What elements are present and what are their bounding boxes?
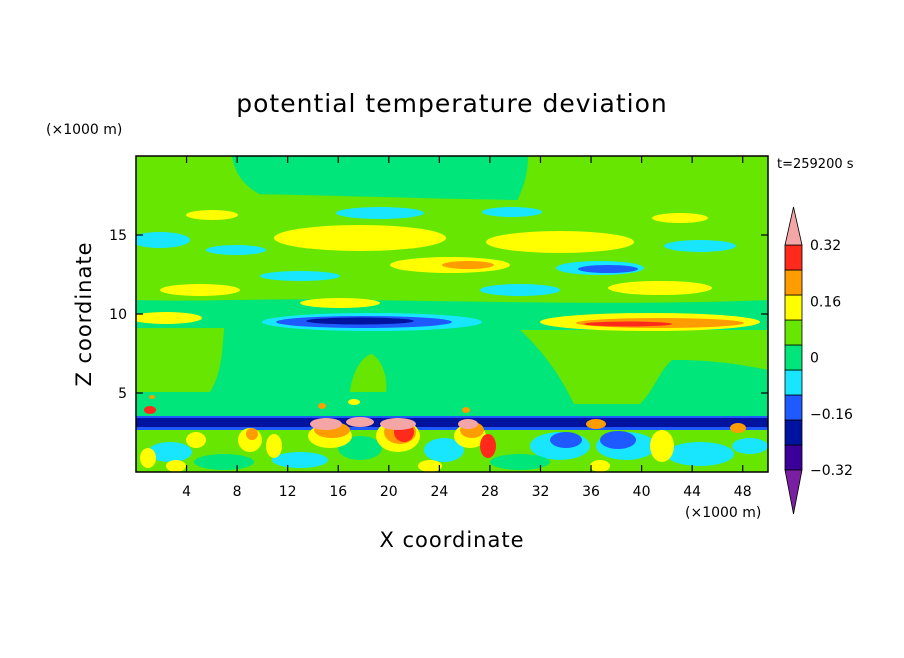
tropopause-warm-core xyxy=(584,321,672,327)
inversion-band-top xyxy=(136,416,768,418)
x-tick-label: 4 xyxy=(182,484,191,500)
warm-plume-3-core xyxy=(246,428,258,440)
colorbar-min-triangle xyxy=(784,469,803,515)
warm-plume-9 xyxy=(480,434,496,458)
colorbar-tick-label: −0.16 xyxy=(810,407,853,423)
y-tick-label: 5 xyxy=(118,386,127,402)
region-lower-right-positive xyxy=(520,330,768,404)
cold-pocket-6 xyxy=(666,442,734,466)
warm-plume-10 xyxy=(586,419,606,429)
cold-band-8 xyxy=(480,284,560,296)
x-tick-label: 48 xyxy=(734,484,752,500)
x-tick-label: 12 xyxy=(279,484,297,500)
cold-band-7 xyxy=(260,271,340,281)
y-axis-label: Z coordinate xyxy=(72,241,96,386)
colorbar-swatch xyxy=(784,319,803,346)
cold-pocket-2 xyxy=(272,452,328,468)
cold-band-6-core xyxy=(578,265,638,273)
tropopause-cold-core xyxy=(306,317,414,325)
y-tick-label: 15 xyxy=(109,228,127,244)
colorbar-tick-label: 0.16 xyxy=(810,294,841,310)
warm-band-1 xyxy=(186,210,238,220)
x-axis-label: X coordinate xyxy=(379,528,524,552)
colorbar-tick-label: 0.32 xyxy=(810,238,841,254)
warm-plume-2 xyxy=(186,432,206,448)
colorbar: 0.32 0.16 0 −0.16 −0.32 xyxy=(784,206,853,515)
colorbar-swatch xyxy=(784,369,803,396)
inversion-band xyxy=(136,418,768,427)
colorbar-swatch xyxy=(784,294,803,321)
warm-plume-1 xyxy=(140,448,156,468)
warm-band-5-core xyxy=(442,261,494,269)
x-tick-label: 32 xyxy=(532,484,550,500)
warm-band-2 xyxy=(652,213,708,223)
y-unit-label: (×1000 m) xyxy=(46,122,122,138)
colorbar-swatch xyxy=(784,269,803,296)
cold-pocket-1 xyxy=(148,442,192,462)
x-tick-label: 44 xyxy=(683,484,701,500)
cold-pocket-3 xyxy=(424,438,464,462)
cold-band-1 xyxy=(336,207,424,219)
x-tick-label: 40 xyxy=(633,484,651,500)
colorbar-max-triangle xyxy=(784,206,803,246)
warm-band-7 xyxy=(608,281,712,295)
region-upper-left-positive xyxy=(136,156,270,200)
neutral-pocket-1 xyxy=(194,454,254,470)
cold-band-5 xyxy=(664,240,736,252)
small-warm-3 xyxy=(318,403,326,409)
heatmap-field xyxy=(136,156,768,472)
y-tick-label: 10 xyxy=(109,307,127,323)
colorbar-swatch xyxy=(784,419,803,446)
warm-band-6 xyxy=(160,284,240,296)
colorbar-swatch xyxy=(784,394,803,421)
warm-plume-8-core xyxy=(458,419,478,429)
x-tick-label: 16 xyxy=(329,484,347,500)
warm-band-4 xyxy=(486,231,634,253)
warm-plume-12 xyxy=(730,423,746,433)
warm-band-8 xyxy=(300,298,380,308)
small-warm-4 xyxy=(348,399,360,405)
cold-pocket-5-core xyxy=(600,431,636,449)
warm-plume-11 xyxy=(650,430,674,462)
warm-plume-14 xyxy=(418,460,442,472)
chart-title: potential temperature deviation xyxy=(236,89,667,118)
small-warm-1 xyxy=(144,406,156,414)
cold-band-4 xyxy=(206,245,266,255)
colorbar-tick-label: 0 xyxy=(810,351,819,367)
region-lower-left-positive xyxy=(136,328,224,392)
x-tick-label: 24 xyxy=(430,484,448,500)
cold-band-3 xyxy=(136,232,190,248)
time-label: t=259200 s xyxy=(777,157,854,172)
x-tick-label: 20 xyxy=(380,484,398,500)
y-ticks: 5 10 15 xyxy=(109,228,768,402)
cold-band-2 xyxy=(482,207,542,217)
colorbar-swatch xyxy=(784,244,803,271)
warm-plume-6-core xyxy=(380,418,416,430)
warm-plume-15 xyxy=(590,460,610,472)
x-tick-label: 8 xyxy=(233,484,242,500)
warm-band-9 xyxy=(136,312,202,324)
warm-plume-7 xyxy=(346,417,374,427)
warm-plume-5-core xyxy=(310,418,342,430)
cold-pocket-7 xyxy=(732,438,768,454)
x-tick-label: 28 xyxy=(481,484,499,500)
small-warm-5 xyxy=(462,407,470,413)
inversion-band-bottom xyxy=(136,427,768,430)
neutral-pocket-3 xyxy=(490,454,550,470)
warm-band-3 xyxy=(274,225,446,251)
region-hump-positive xyxy=(350,354,387,392)
cold-pocket-4-core xyxy=(550,432,582,448)
x-tick-label: 36 xyxy=(582,484,600,500)
colorbar-swatch xyxy=(784,444,803,471)
x-unit-label: (×1000 m) xyxy=(685,505,761,521)
warm-plume-13 xyxy=(166,460,186,472)
colorbar-tick-label: −0.32 xyxy=(810,463,853,479)
colorbar-swatch xyxy=(784,344,803,371)
small-warm-2 xyxy=(149,395,155,399)
warm-plume-4 xyxy=(266,434,282,458)
x-ticks: 4 8 12 16 20 24 28 32 36 40 44 48 xyxy=(182,156,752,500)
